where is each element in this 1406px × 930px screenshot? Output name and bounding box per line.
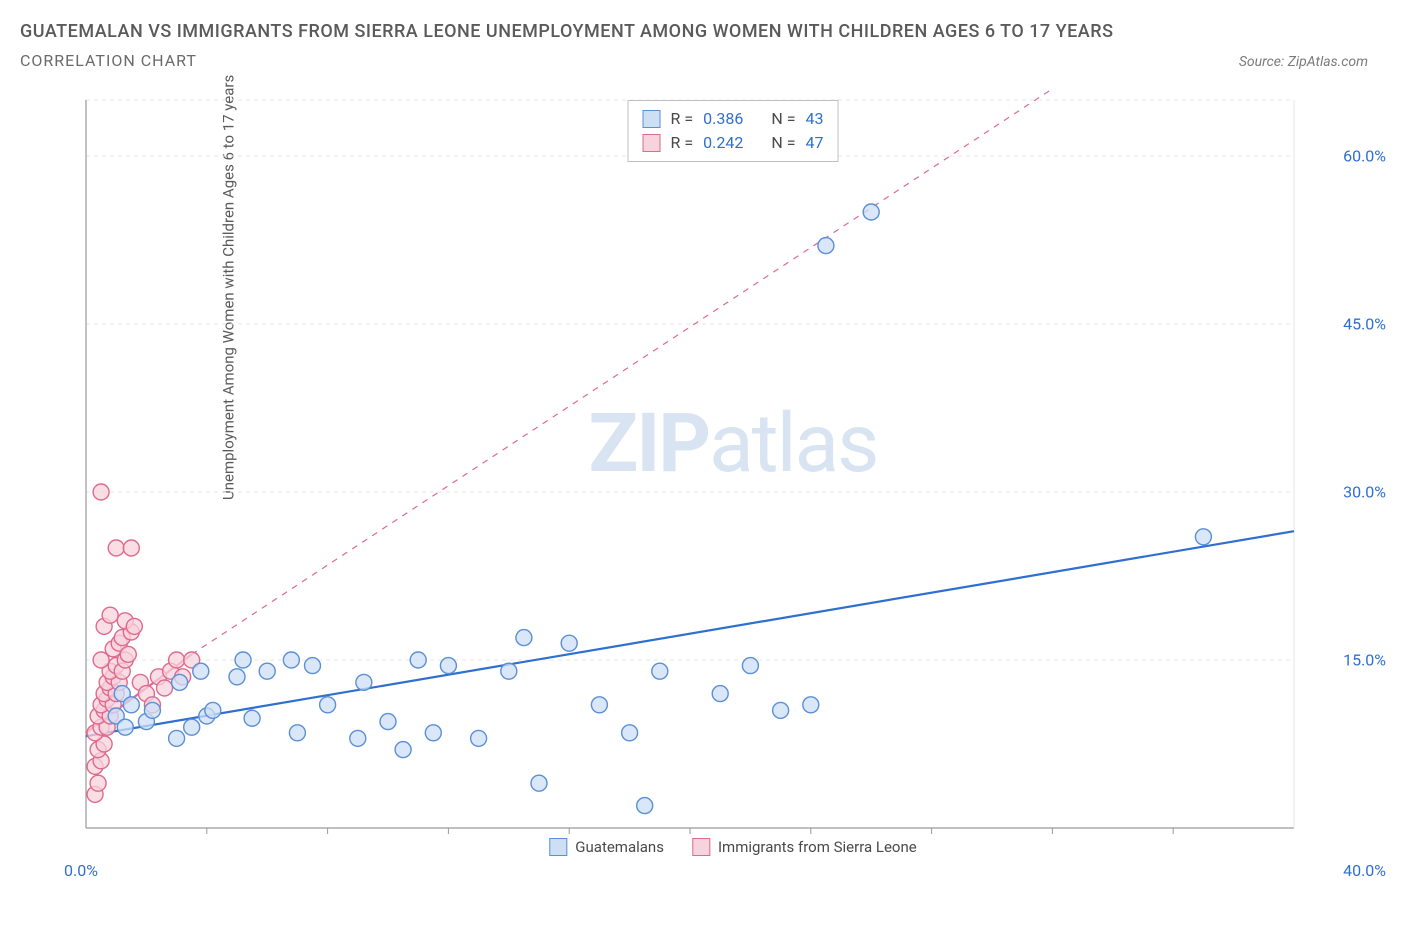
chart-header: GUATEMALAN VS IMMIGRANTS FROM SIERRA LEO… <box>0 0 1406 70</box>
stats-n-label-0: N = <box>771 107 795 131</box>
stats-row-0: R = 0.386 N = 43 <box>643 107 824 131</box>
x-max-label: 40.0% <box>1343 861 1386 880</box>
chart-subtitle: CORRELATION CHART <box>20 51 197 70</box>
legend-swatch-0 <box>549 838 567 856</box>
legend-item-0: Guatemalans <box>549 838 664 856</box>
bottom-legend: Guatemalans Immigrants from Sierra Leone <box>549 838 916 856</box>
chart-area: Unemployment Among Women with Children A… <box>54 96 1384 886</box>
stats-row-1: R = 0.242 N = 47 <box>643 131 824 155</box>
legend-label-0: Guatemalans <box>575 838 664 856</box>
legend-swatch-1 <box>692 838 710 856</box>
chart-title: GUATEMALAN VS IMMIGRANTS FROM SIERRA LEO… <box>20 18 1386 45</box>
stats-box: R = 0.386 N = 43 R = 0.242 N = 47 <box>628 100 839 162</box>
y-tick-label: 30.0% <box>1343 483 1386 502</box>
stats-r-val-1: 0.242 <box>703 131 743 155</box>
stats-n-label-1: N = <box>771 131 795 155</box>
x-origin-label: 0.0% <box>64 861 98 880</box>
stats-swatch-0 <box>643 110 661 128</box>
stats-r-val-0: 0.386 <box>703 107 743 131</box>
plot-region: ZIPatlas R = 0.386 N = 43 R = 0.242 N = … <box>82 96 1384 852</box>
chart-svg <box>82 96 1384 852</box>
stats-swatch-1 <box>643 134 661 152</box>
y-tick-label: 60.0% <box>1343 147 1386 166</box>
stats-n-val-1: 47 <box>805 131 823 155</box>
legend-label-1: Immigrants from Sierra Leone <box>718 838 917 856</box>
y-tick-label: 15.0% <box>1343 651 1386 670</box>
stats-n-val-0: 43 <box>805 107 823 131</box>
legend-item-1: Immigrants from Sierra Leone <box>692 838 917 856</box>
stats-r-label-1: R = <box>671 131 694 155</box>
y-tick-label: 45.0% <box>1343 315 1386 334</box>
chart-source: Source: ZipAtlas.com <box>1239 54 1386 70</box>
subtitle-row: CORRELATION CHART Source: ZipAtlas.com <box>20 51 1386 70</box>
stats-r-label-0: R = <box>671 107 694 131</box>
